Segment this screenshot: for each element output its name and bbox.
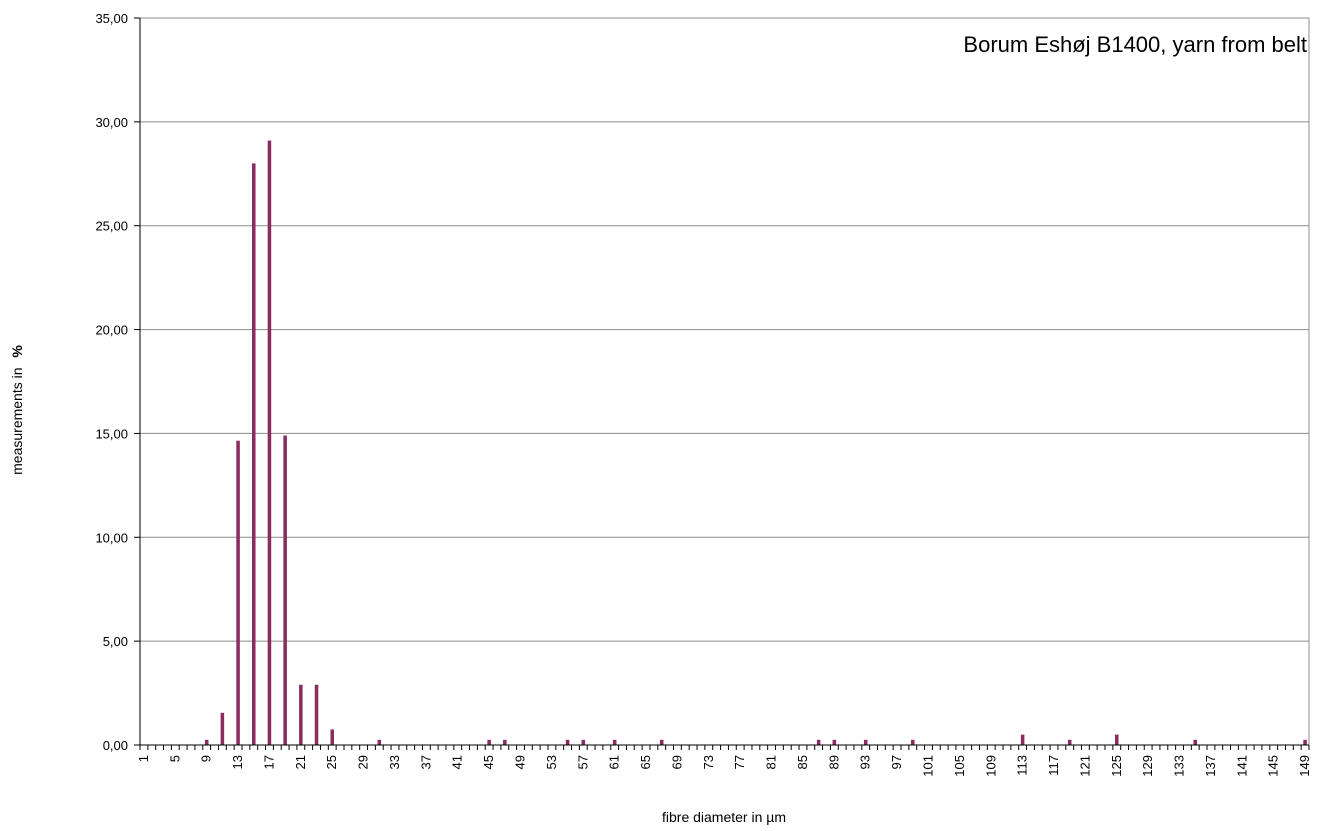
bar — [612, 739, 617, 745]
y-tick-label: 30,00 — [95, 115, 128, 130]
x-tick-label: 17 — [261, 755, 276, 769]
x-tick-label: 37 — [418, 755, 433, 769]
x-tick-label: 105 — [952, 755, 967, 777]
x-tick-label: 49 — [513, 755, 528, 769]
y-tick-labels: 0,00 5,00 10,00 15,00 20,00 25,00 30,00 35,00 — [95, 11, 128, 753]
bar — [863, 739, 868, 745]
x-tick-label: 9 — [199, 755, 214, 762]
bar — [816, 739, 821, 745]
x-tick-label: 69 — [669, 755, 684, 769]
x-tick-label: 41 — [450, 755, 465, 769]
x-tick-label: 61 — [607, 755, 622, 769]
x-tick-label: 113 — [1015, 755, 1030, 776]
y-axis-title: measurements in % — [9, 345, 25, 475]
bar — [377, 739, 382, 745]
y-tick-label: 5,00 — [103, 634, 128, 649]
bar — [565, 739, 570, 745]
y-tick-label: 0,00 — [103, 738, 128, 753]
bar — [251, 163, 256, 745]
x-tick-label: 53 — [544, 755, 559, 769]
bar — [314, 684, 319, 745]
x-tick-label: 33 — [387, 755, 402, 769]
x-tick-label: 145 — [1266, 755, 1281, 777]
x-tick-label: 93 — [858, 755, 873, 769]
bar — [204, 739, 209, 745]
x-tick-label: 77 — [732, 755, 747, 769]
y-tick-label: 10,00 — [95, 530, 128, 545]
axes — [134, 17, 1310, 750]
x-tick-label: 57 — [575, 755, 590, 769]
bar — [1020, 734, 1025, 745]
x-tick-label: 129 — [1140, 755, 1155, 777]
x-tick-label: 45 — [481, 755, 496, 769]
bar — [283, 435, 287, 745]
bar — [267, 140, 272, 746]
x-tick-labels: 1 5 9 13 17 21 25 29 33 37 41 45 49 53 57 61 65 69 73 77 81 8… — [136, 755, 1312, 777]
bar — [487, 739, 491, 745]
bar — [503, 739, 507, 745]
x-tick-label: 137 — [1203, 755, 1218, 777]
y-tick-label: 15,00 — [95, 426, 128, 441]
x-tick-label: 29 — [356, 755, 371, 769]
x-tick-label: 121 — [1077, 755, 1092, 777]
x-tick-label: 73 — [701, 755, 716, 769]
x-tick-label: 65 — [638, 755, 653, 769]
bar — [581, 739, 586, 745]
x-tick-label: 133 — [1172, 755, 1187, 777]
gridlines — [140, 17, 1310, 745]
x-tick-label: 149 — [1297, 755, 1312, 777]
bar — [832, 739, 837, 745]
x-tick-label: 5 — [167, 755, 182, 762]
x-tick-label: 85 — [795, 755, 810, 769]
x-tick-label: 25 — [324, 755, 339, 769]
bar — [1067, 739, 1072, 745]
y-tick-label: 20,00 — [95, 323, 128, 338]
bars — [204, 140, 1307, 746]
x-tick-label: 101 — [920, 755, 935, 777]
bar — [299, 684, 303, 745]
x-tick-label: 21 — [293, 755, 308, 769]
x-tick-label: 97 — [889, 755, 904, 769]
x-axis-title: fibre diameter in µm — [662, 809, 786, 825]
y-axis-title-text: measurements in — [9, 367, 25, 474]
y-tick-label: 25,00 — [95, 219, 128, 234]
x-tick-label: 13 — [230, 755, 245, 769]
bar — [1303, 739, 1307, 745]
bar — [659, 739, 664, 745]
bar — [911, 739, 915, 745]
x-tick-label: 125 — [1109, 755, 1124, 777]
y-tick-label: 35,00 — [95, 11, 128, 26]
x-tick-label: 117 — [1046, 755, 1061, 776]
bar — [330, 729, 334, 745]
bar — [1193, 739, 1198, 745]
bar — [236, 440, 240, 745]
svg-text:measurements in %: measurements in % — [9, 345, 25, 475]
x-tick-label: 81 — [764, 755, 779, 769]
x-tick-label: 109 — [983, 755, 998, 777]
bar — [220, 712, 225, 745]
x-tick-label: 1 — [136, 755, 151, 762]
bar — [1115, 734, 1119, 745]
x-tick-label: 89 — [826, 755, 841, 769]
chart-title: Borum Eshøj B1400, yarn from belt — [963, 32, 1307, 57]
y-axis-title-unit: % — [9, 345, 25, 358]
x-tick-label: 141 — [1234, 755, 1249, 777]
